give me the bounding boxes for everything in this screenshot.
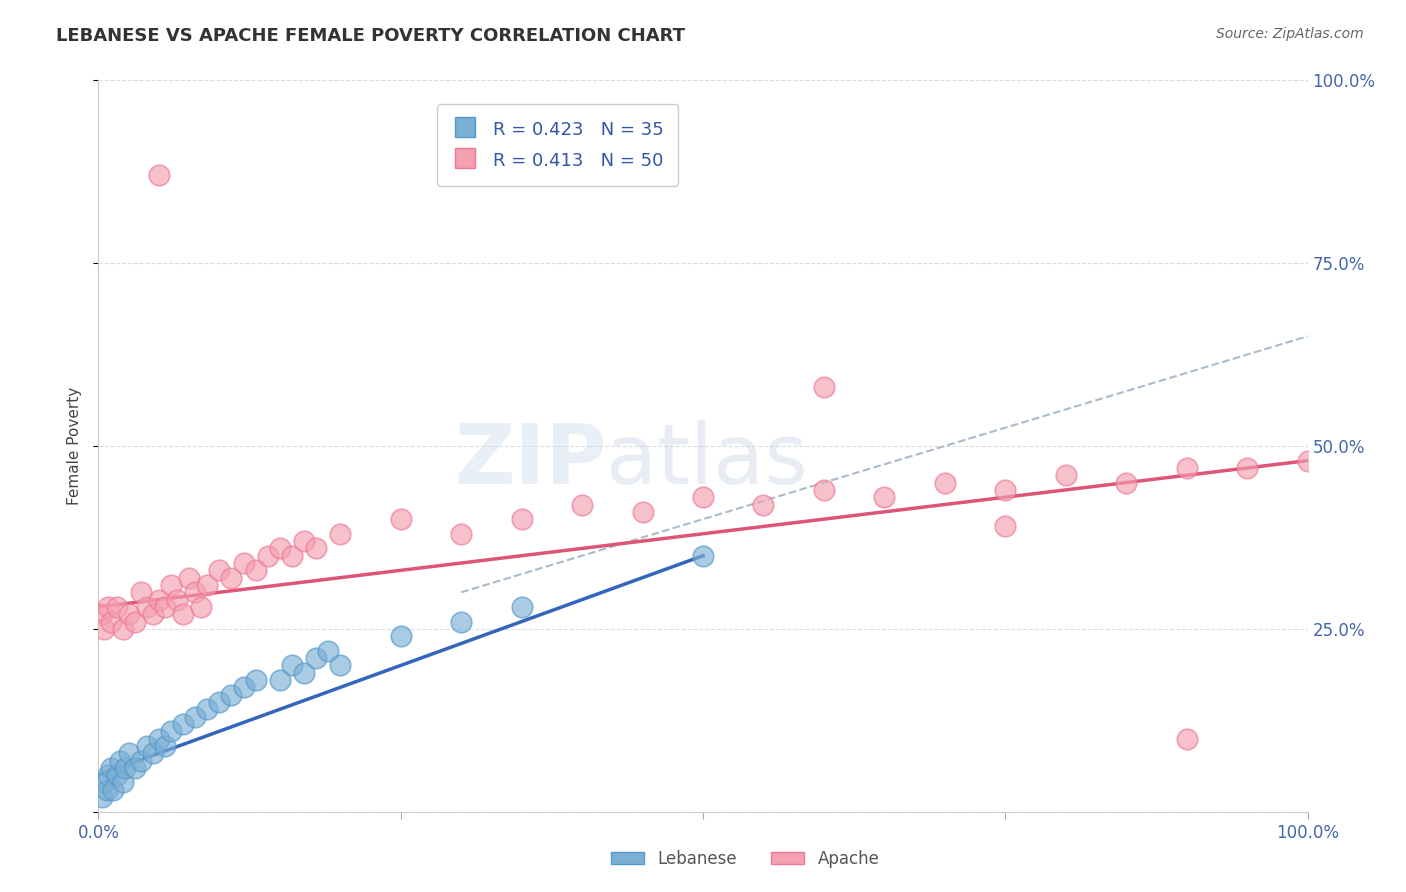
Point xyxy=(232,681,254,695)
Point xyxy=(111,622,134,636)
Point xyxy=(108,754,131,768)
Point xyxy=(129,585,152,599)
Point xyxy=(305,541,328,556)
Point xyxy=(153,599,176,614)
Point xyxy=(692,549,714,563)
Point xyxy=(1236,461,1258,475)
Point xyxy=(124,761,146,775)
Point xyxy=(510,599,533,614)
Point xyxy=(994,483,1017,497)
Point xyxy=(934,475,956,490)
Point xyxy=(101,782,124,797)
Point xyxy=(105,599,128,614)
Point xyxy=(269,541,291,556)
Text: ZIP: ZIP xyxy=(454,420,606,501)
Point xyxy=(97,768,120,782)
Point xyxy=(389,629,412,643)
Point xyxy=(100,615,122,629)
Legend: R = 0.423   N = 35, R = 0.413   N = 50: R = 0.423 N = 35, R = 0.413 N = 50 xyxy=(437,104,679,186)
Text: LEBANESE VS APACHE FEMALE POVERTY CORRELATION CHART: LEBANESE VS APACHE FEMALE POVERTY CORREL… xyxy=(56,27,685,45)
Point xyxy=(269,673,291,687)
Point xyxy=(97,599,120,614)
Point xyxy=(93,775,115,789)
Point xyxy=(232,556,254,570)
Point xyxy=(221,571,243,585)
Point xyxy=(208,695,231,709)
Point xyxy=(389,512,412,526)
Point xyxy=(96,782,118,797)
Point xyxy=(91,607,114,622)
Point xyxy=(571,498,593,512)
Point xyxy=(281,549,304,563)
Point xyxy=(813,380,835,394)
Text: Source: ZipAtlas.com: Source: ZipAtlas.com xyxy=(1216,27,1364,41)
Point xyxy=(91,790,114,805)
Point xyxy=(184,709,207,723)
Legend: Lebanese, Apache: Lebanese, Apache xyxy=(605,844,886,875)
Point xyxy=(329,526,352,541)
Point xyxy=(166,592,188,607)
Point xyxy=(510,512,533,526)
Point xyxy=(135,599,157,614)
Point xyxy=(450,526,472,541)
Point xyxy=(195,702,218,716)
Point xyxy=(292,665,315,680)
Point xyxy=(129,754,152,768)
Point xyxy=(1054,468,1077,483)
Point xyxy=(190,599,212,614)
Point xyxy=(1115,475,1137,490)
Point xyxy=(118,746,141,760)
Point xyxy=(1175,461,1198,475)
Point xyxy=(221,688,243,702)
Point xyxy=(450,615,472,629)
Point xyxy=(172,717,194,731)
Point xyxy=(752,498,775,512)
Point xyxy=(160,578,183,592)
Point xyxy=(813,483,835,497)
Point xyxy=(153,739,176,753)
Point xyxy=(148,592,170,607)
Point xyxy=(114,761,136,775)
Point xyxy=(195,578,218,592)
Point xyxy=(100,761,122,775)
Point xyxy=(93,622,115,636)
Point xyxy=(292,534,315,549)
Point xyxy=(148,731,170,746)
Point xyxy=(329,658,352,673)
Point xyxy=(142,746,165,760)
Point xyxy=(179,571,201,585)
Point xyxy=(305,651,328,665)
Point xyxy=(142,607,165,622)
Text: atlas: atlas xyxy=(606,420,808,501)
Point xyxy=(256,549,278,563)
Point xyxy=(316,644,339,658)
Point xyxy=(994,519,1017,533)
Point xyxy=(124,615,146,629)
Point xyxy=(172,607,194,622)
Point xyxy=(135,739,157,753)
Point xyxy=(245,563,267,577)
Point xyxy=(208,563,231,577)
Point xyxy=(281,658,304,673)
Point xyxy=(105,768,128,782)
Point xyxy=(631,505,654,519)
Y-axis label: Female Poverty: Female Poverty xyxy=(66,387,82,505)
Point xyxy=(245,673,267,687)
Point xyxy=(148,169,170,183)
Point xyxy=(692,490,714,504)
Point xyxy=(111,775,134,789)
Point xyxy=(118,607,141,622)
Point xyxy=(1296,453,1319,467)
Point xyxy=(1175,731,1198,746)
Point xyxy=(184,585,207,599)
Point xyxy=(160,724,183,739)
Point xyxy=(873,490,896,504)
